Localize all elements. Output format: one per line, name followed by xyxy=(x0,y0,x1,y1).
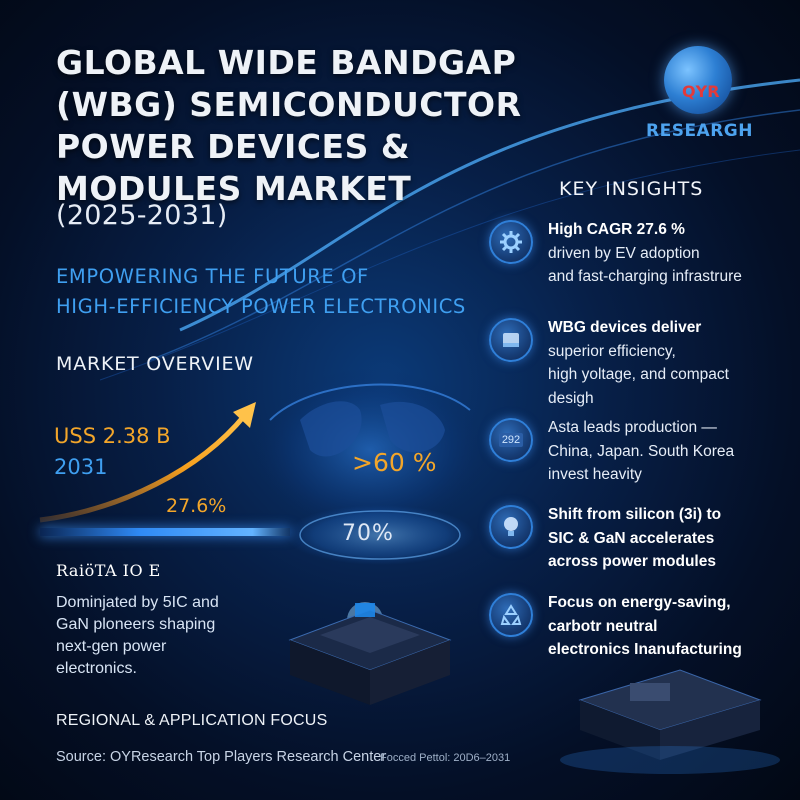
insight-2-line-1: WBG devices deliver xyxy=(548,319,702,336)
map-icon-label: 292 xyxy=(498,433,524,447)
insight-3-line-2: China, Japan. South Korea xyxy=(548,442,735,460)
tagline-line-1: EMPOWERING THE FUTURE OF xyxy=(56,265,369,288)
logo-subtext: RESEARGH xyxy=(646,121,753,141)
market-value-year: 2031 xyxy=(54,455,108,479)
insight-item: Shift from silicon (3i) to SIC & GaN acc… xyxy=(489,505,789,585)
source-note: Source: OYResearch Top Players Research … xyxy=(56,749,387,765)
title-line-3: POWER DEVICES & xyxy=(56,127,411,166)
page-title: GLOBAL WIDE BANDGAP (WBG) SEMICONDUCTOR … xyxy=(56,42,576,210)
map-icon: 292 xyxy=(489,418,533,462)
logo-name: QYR xyxy=(682,82,720,101)
description-line-1: Dominjated by 5IC and xyxy=(56,594,219,611)
chip-icon xyxy=(489,318,533,362)
logo-globe-icon xyxy=(664,46,732,114)
insight-1-line-1: High CAGR 27.6 % xyxy=(548,221,685,238)
recycle-icon xyxy=(489,593,533,637)
regional-focus-heading: REGIONAL & APPLICATION FOCUS xyxy=(56,712,328,729)
market-value: USS 2.38 B xyxy=(54,424,171,448)
bulb-icon xyxy=(489,505,533,549)
globe-percentage: >60 % xyxy=(352,448,437,477)
insight-2-line-2: superior efficiency, xyxy=(548,342,676,360)
insight-item: 292 Asta leads production — China, Japan… xyxy=(489,418,789,498)
cagr-value: 27.6% xyxy=(166,495,227,517)
insight-item: Focus on energy-saving, carbotr neutral … xyxy=(489,593,789,673)
insight-text: WBG devices deliver superior efficiency,… xyxy=(548,316,793,410)
insight-5-line-2: carbotr neutral xyxy=(548,617,658,635)
insight-2-line-4: desigh xyxy=(548,389,594,407)
insight-1-line-3: and fast-charging infrastrure xyxy=(548,268,742,285)
ratio-label: RaiöTA IO E xyxy=(56,561,161,580)
title-years: (2025-2031) xyxy=(56,200,228,231)
forecast-period: Focced Pettol: 20D6–2031 xyxy=(380,752,511,764)
insight-item: WBG devices deliver superior efficiency,… xyxy=(489,318,789,407)
insight-4-line-2: SIC & GaN accelerates xyxy=(548,529,715,547)
key-insights-heading: KEY INSIGHTS xyxy=(559,178,704,200)
title-line-2: (WBG) SEMICONDUCTOR xyxy=(56,85,522,124)
insight-text: High CAGR 27.6 % driven by EV adoption a… xyxy=(548,218,793,289)
insight-3-line-3: invest heavity xyxy=(548,466,642,483)
insight-4-line-1: Shift from silicon (3i) to xyxy=(548,506,722,523)
market-overview-heading: MARKET OVERVIEW xyxy=(56,353,254,375)
insight-2-line-3: high yoltage, and compact xyxy=(548,366,729,383)
insight-text: Shift from silicon (3i) to SIC & GaN acc… xyxy=(548,503,793,574)
insight-text: Focus on energy-saving, carbotr neutral … xyxy=(548,591,793,662)
insight-4-line-3: across power modules xyxy=(548,553,716,570)
disc-percentage: 70% xyxy=(342,521,394,546)
gear-icon xyxy=(489,220,533,264)
insight-item: High CAGR 27.6 % driven by EV adoption a… xyxy=(489,220,789,300)
description-line-2: GaN ploneers shaping xyxy=(56,616,216,633)
title-line-1: GLOBAL WIDE BANDGAP xyxy=(56,43,517,82)
title-line-4: MODULES MARKET xyxy=(56,169,412,208)
insight-1-line-2: driven by EV adoption xyxy=(548,244,700,262)
insight-5-line-1: Focus on energy-saving, xyxy=(548,594,731,611)
growth-bar xyxy=(40,528,290,536)
market-description: Dominjated by 5IC and GaN ploneers shapi… xyxy=(56,592,256,680)
description-line-4: electronics. xyxy=(56,660,137,677)
tagline-line-2: HIGH-EFFICIENCY POWER ELECTRONICS xyxy=(56,295,466,318)
insight-text: Asta leads production — China, Japan. So… xyxy=(548,416,793,487)
insight-3-line-1: Asta leads production — xyxy=(548,419,717,436)
description-line-3: next-gen power xyxy=(56,638,167,655)
insight-5-line-3: electronics Inanufacturing xyxy=(548,641,742,658)
tagline: EMPOWERING THE FUTURE OF HIGH-EFFICIENCY… xyxy=(56,262,526,322)
